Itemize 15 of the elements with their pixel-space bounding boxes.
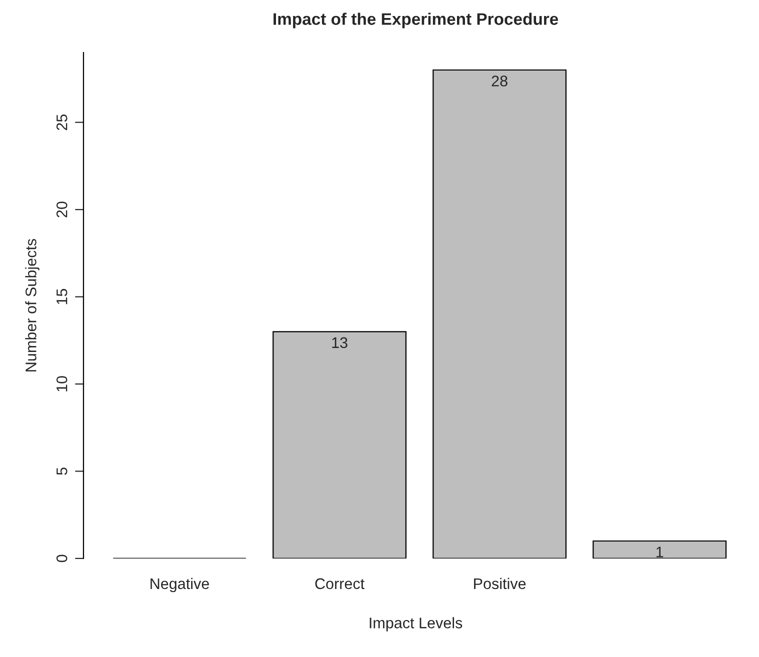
x-tick-label: Positive xyxy=(474,578,526,590)
data-label: 28 xyxy=(492,76,508,86)
chart-title: Impact of the Experiment Procedure xyxy=(274,12,558,28)
x-tick-label: Negative xyxy=(150,578,209,592)
y-tick-label: 10 xyxy=(56,376,68,392)
y-tick-label: 20 xyxy=(56,202,68,218)
x-tick-label: Correct xyxy=(315,578,364,590)
data-label: 13 xyxy=(332,337,348,348)
data-label: 1 xyxy=(656,546,664,558)
y-tick-label: 0 xyxy=(56,554,68,562)
y-tick-label: 25 xyxy=(56,114,68,130)
y-axis-title: Number of Subjects xyxy=(25,238,40,372)
x-axis-title: Impact Levels xyxy=(370,617,462,632)
y-tick-label: 15 xyxy=(56,288,68,304)
y-tick-label: 5 xyxy=(56,468,68,475)
